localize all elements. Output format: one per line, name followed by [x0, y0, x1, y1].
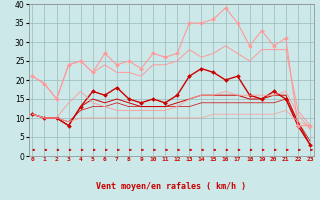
- X-axis label: Vent moyen/en rafales ( km/h ): Vent moyen/en rafales ( km/h ): [96, 182, 246, 191]
